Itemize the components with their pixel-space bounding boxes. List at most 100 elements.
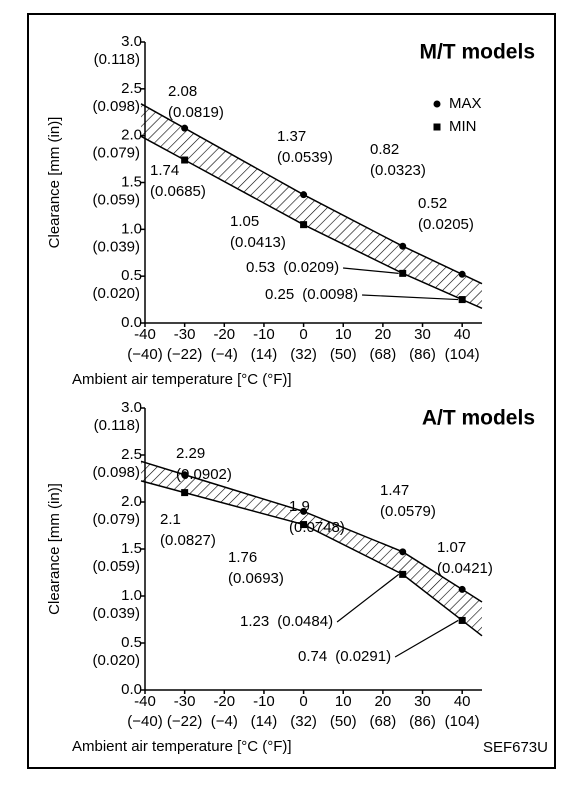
x-tick-label: 20 (375, 326, 392, 343)
x-tick-label-f: (104) (445, 346, 480, 363)
value-label-in: (0.0685) (150, 183, 206, 200)
x-tick-label: 10 (335, 693, 352, 710)
y-axis-label: Clearance [mm (in)] (46, 117, 63, 249)
leader-line (336, 573, 400, 623)
x-tick-label-f: (68) (370, 713, 397, 730)
min-point (300, 221, 308, 229)
y-axis-label: Clearance [mm (in)] (46, 483, 63, 615)
min-point (458, 296, 466, 304)
y-tick-label: 0.5 (121, 634, 142, 651)
value-label: 0.25 (265, 286, 294, 303)
value-label-in: (0.0827) (160, 532, 216, 549)
value-label-in: (0.0413) (230, 234, 286, 251)
y-tick-label-in: (0.118) (94, 51, 140, 68)
y-tick-label: 2.0 (121, 493, 142, 510)
value-label: 0.82 (370, 141, 399, 158)
value-label: 1.23 (240, 613, 269, 630)
y-tick-label: 3.0 (121, 399, 142, 416)
x-axis-label: Ambient air temperature [°C (°F)] (72, 738, 292, 755)
y-tick-label-in: (0.118) (94, 417, 140, 434)
x-tick-label-f: (86) (409, 713, 436, 730)
min-point (181, 156, 189, 164)
clearance-band (141, 103, 483, 309)
clearance-band (141, 461, 483, 636)
min-point (181, 489, 189, 497)
y-tick-label: 1.0 (121, 220, 142, 237)
x-tick-label-f: (104) (445, 713, 480, 730)
y-tick-label-in: (0.039) (92, 238, 140, 255)
max-point (181, 471, 189, 479)
x-tick-label: 40 (454, 693, 471, 710)
value-label-in: (0.0291) (335, 648, 391, 665)
x-tick-label-f: (50) (330, 713, 357, 730)
leader-line (343, 267, 399, 274)
value-label: 0.53 (246, 259, 275, 276)
band-edge (140, 103, 483, 285)
figure-code: SEF673U (483, 739, 548, 756)
y-tick-label: 2.5 (121, 80, 142, 97)
band-edge (140, 460, 483, 603)
y-tick-label-in: (0.098) (92, 464, 140, 481)
value-label-in: (0.0579) (380, 503, 436, 520)
x-tick-label: 30 (414, 326, 431, 343)
x-tick-label-f: (−22) (167, 346, 202, 363)
value-label-in: (0.0323) (370, 162, 426, 179)
max-point (458, 585, 466, 593)
value-label-in: (0.0693) (228, 570, 284, 587)
legend-marker (433, 100, 441, 108)
value-label: 1.9 (289, 498, 310, 515)
x-tick-label: 10 (335, 326, 352, 343)
value-label-in: (0.0209) (283, 259, 339, 276)
y-tick-label: 0.5 (121, 267, 142, 284)
value-label-in: (0.0421) (437, 560, 493, 577)
x-tick-label-f: (68) (370, 346, 397, 363)
min-point (458, 616, 466, 624)
value-label: 1.07 (437, 539, 466, 556)
x-tick-label-f: (−22) (167, 713, 202, 730)
min-point (399, 570, 407, 578)
x-tick-label: -10 (253, 693, 275, 710)
chart-title: A/T models (422, 407, 535, 430)
value-label: 1.76 (228, 549, 257, 566)
max-point (399, 548, 407, 556)
max-point (300, 191, 308, 199)
value-label-in: (0.0205) (418, 216, 474, 233)
x-tick-label: 30 (414, 693, 431, 710)
y-tick-label-in: (0.079) (92, 145, 140, 162)
value-label: 2.1 (160, 511, 181, 528)
x-tick-label-f: (−4) (211, 346, 238, 363)
value-label: 1.74 (150, 162, 179, 179)
max-point (399, 242, 407, 250)
value-label-in: (0.0748) (289, 519, 345, 536)
y-tick-label: 2.0 (121, 127, 142, 144)
max-point (300, 507, 308, 515)
x-tick-label: 40 (454, 326, 471, 343)
y-tick-label: 0.0 (121, 681, 142, 698)
x-tick-label-f: (14) (251, 346, 278, 363)
value-label-in: (0.0902) (176, 466, 232, 483)
x-tick-label-f: (14) (251, 713, 278, 730)
x-tick-label: 0 (299, 326, 307, 343)
x-tick-label: -30 (174, 326, 196, 343)
y-tick-label-in: (0.079) (92, 511, 140, 528)
y-tick-label: 1.5 (121, 540, 142, 557)
leader-line (362, 294, 459, 301)
legend-marker (433, 123, 441, 131)
y-tick-label-in: (0.059) (92, 191, 140, 208)
y-tick-label-in: (0.020) (92, 652, 140, 669)
value-label: 1.47 (380, 482, 409, 499)
value-label-in: (0.0098) (302, 286, 358, 303)
y-tick-label-in: (0.098) (92, 98, 140, 115)
x-tick-label: -20 (213, 326, 235, 343)
leader-line (394, 619, 459, 658)
value-label: 2.29 (176, 445, 205, 462)
legend-label: MIN (449, 118, 477, 135)
value-label-in: (0.0819) (168, 104, 224, 121)
max-point (181, 124, 189, 132)
x-tick-label-f: (−40) (127, 713, 162, 730)
x-tick-label-f: (86) (409, 346, 436, 363)
y-tick-label: 3.0 (121, 33, 142, 50)
x-tick-label: -30 (174, 693, 196, 710)
x-tick-label: -20 (213, 693, 235, 710)
